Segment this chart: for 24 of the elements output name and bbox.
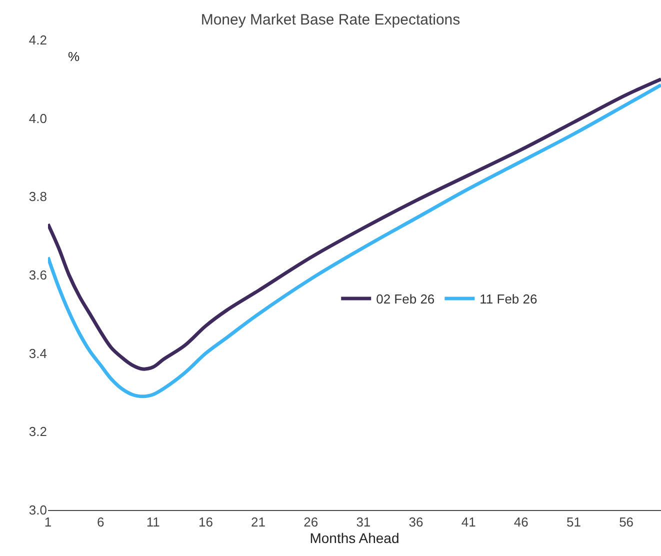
x-tick-label: 51 — [566, 514, 581, 530]
x-tick-label: 11 — [146, 514, 160, 530]
x-tick-label: 16 — [198, 514, 213, 530]
x-tick-label: 21 — [251, 514, 266, 530]
x-tick-label: 26 — [304, 514, 318, 530]
y-tick-label: 3.6 — [28, 268, 47, 283]
x-tick-label: 1 — [44, 514, 52, 530]
x-tick-label: 46 — [514, 514, 528, 530]
chart-title: Money Market Base Rate Expectations — [200, 11, 460, 28]
y-tick-label: 4.2 — [28, 32, 47, 48]
y-tick-label: 3.0 — [28, 502, 47, 518]
x-tick-label: 31 — [356, 514, 371, 530]
x-tick-label: 41 — [461, 514, 476, 530]
y-tick-label: 4.0 — [28, 110, 47, 126]
y-tick-label: 3.4 — [28, 346, 47, 361]
legend-label: 02 Feb 26 — [376, 292, 435, 307]
x-tick-label: 6 — [96, 514, 104, 530]
y-tick-label: 3.8 — [28, 189, 47, 204]
legend-label: 11 Feb 26 — [480, 292, 538, 307]
x-axis-title: Months Ahead — [310, 530, 400, 546]
x-tick-label: 36 — [408, 514, 424, 530]
x-tick-label: 56 — [619, 514, 634, 530]
y-tick-label: 3.2 — [28, 424, 47, 440]
annotation: % — [68, 49, 80, 64]
